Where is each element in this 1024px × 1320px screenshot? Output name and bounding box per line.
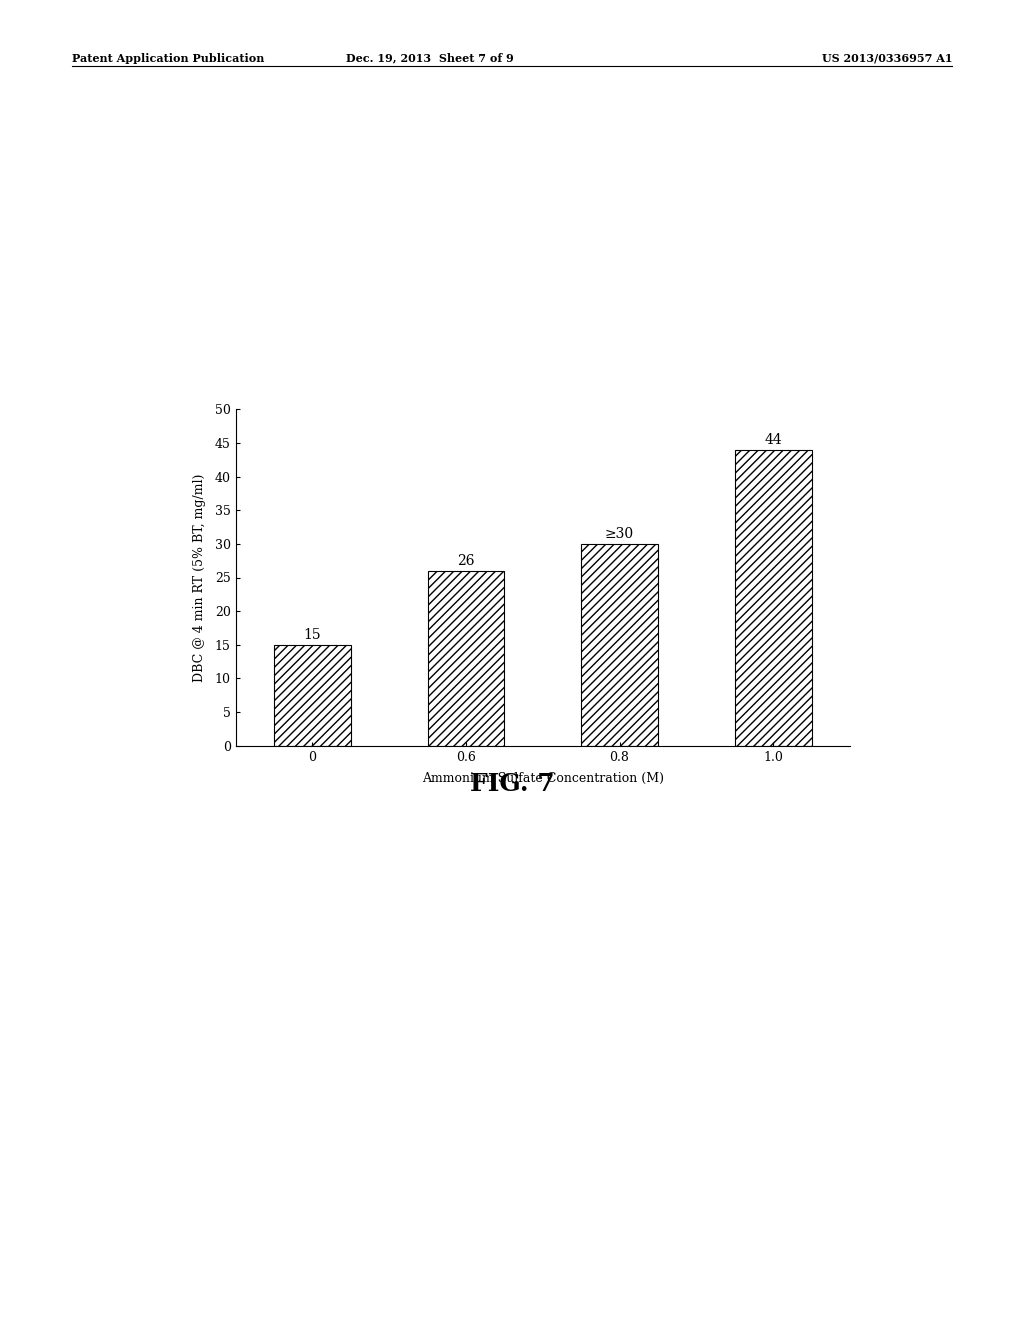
Text: 26: 26	[457, 554, 475, 568]
Bar	[428, 570, 504, 746]
X-axis label: Ammonium Sulfate Concentration (M): Ammonium Sulfate Concentration (M)	[422, 772, 664, 785]
Text: US 2013/0336957 A1: US 2013/0336957 A1	[822, 53, 952, 63]
Text: Dec. 19, 2013  Sheet 7 of 9: Dec. 19, 2013 Sheet 7 of 9	[346, 53, 514, 63]
Text: Patent Application Publication: Patent Application Publication	[72, 53, 264, 63]
Bar	[582, 544, 657, 746]
Y-axis label: DBC @ 4 min RT (5% BT, mg/ml): DBC @ 4 min RT (5% BT, mg/ml)	[194, 474, 206, 681]
Text: 15: 15	[303, 628, 322, 642]
Text: 44: 44	[764, 433, 782, 447]
Text: FIG. 7: FIG. 7	[470, 772, 554, 796]
Bar	[735, 450, 811, 746]
Text: ≥30: ≥30	[605, 527, 634, 541]
Bar	[274, 644, 350, 746]
